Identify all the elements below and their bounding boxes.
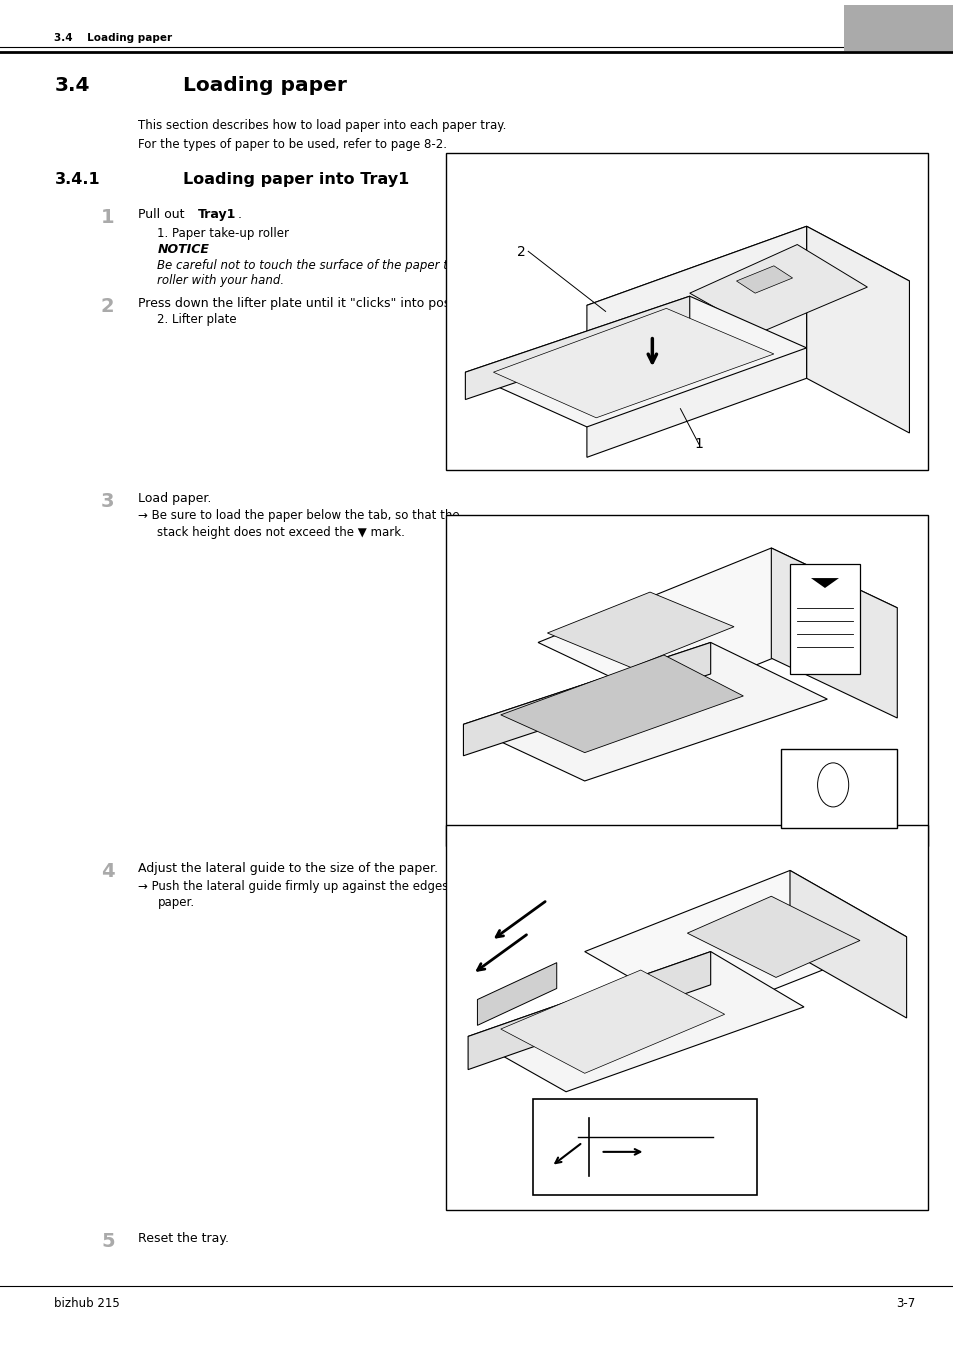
Text: → Push the lateral guide firmly up against the edges of the: → Push the lateral guide firmly up again…: [138, 880, 486, 893]
Polygon shape: [810, 578, 838, 588]
Text: 1: 1: [694, 438, 702, 451]
Text: 3: 3: [101, 492, 114, 511]
Text: 2. Lifter plate: 2. Lifter plate: [157, 313, 236, 327]
Polygon shape: [586, 227, 806, 457]
Bar: [446, 153, 927, 470]
Polygon shape: [500, 655, 742, 753]
Polygon shape: [463, 643, 710, 755]
Bar: [780, 750, 897, 828]
Bar: [843, 4, 953, 50]
Text: 3.4    Loading paper: 3.4 Loading paper: [54, 32, 172, 42]
Text: 3-7: 3-7: [896, 1297, 915, 1310]
Polygon shape: [476, 963, 557, 1025]
Text: 1: 1: [101, 208, 114, 227]
Text: 3.4: 3.4: [54, 76, 90, 95]
Text: 2: 2: [517, 245, 525, 258]
Polygon shape: [465, 296, 806, 427]
Text: Tray1: Tray1: [197, 208, 235, 222]
Polygon shape: [547, 592, 733, 667]
Text: Reset the tray.: Reset the tray.: [138, 1232, 229, 1246]
Text: Load paper.: Load paper.: [138, 492, 212, 505]
Polygon shape: [586, 227, 908, 357]
Text: roller with your hand.: roller with your hand.: [157, 274, 284, 288]
Polygon shape: [736, 266, 792, 293]
Text: Pull out: Pull out: [138, 208, 189, 222]
Text: 5: 5: [101, 1232, 114, 1251]
Polygon shape: [493, 308, 773, 417]
Polygon shape: [789, 870, 905, 1019]
Bar: [533, 1100, 757, 1196]
Text: bizhub 215: bizhub 215: [54, 1297, 120, 1310]
Text: stack height does not exceed the ▼ mark.: stack height does not exceed the ▼ mark.: [157, 526, 405, 539]
Text: 3.4.1: 3.4.1: [54, 172, 100, 186]
Polygon shape: [465, 296, 689, 400]
Text: Press down the lifter plate until it "clicks" into position.: Press down the lifter plate until it "cl…: [138, 297, 481, 311]
Text: 4: 4: [101, 862, 114, 881]
Bar: [446, 825, 927, 1210]
Polygon shape: [806, 227, 908, 432]
Text: NOTICE: NOTICE: [157, 243, 209, 257]
Polygon shape: [689, 245, 866, 332]
Text: 1. Paper take-up roller: 1. Paper take-up roller: [157, 227, 289, 240]
Text: 2: 2: [101, 297, 114, 316]
Text: 3: 3: [892, 16, 903, 34]
Text: Loading paper: Loading paper: [183, 76, 347, 95]
Polygon shape: [771, 549, 897, 717]
Text: Loading paper into Tray1: Loading paper into Tray1: [183, 172, 409, 186]
Text: This section describes how to load paper into each paper tray.: This section describes how to load paper…: [138, 119, 506, 132]
Polygon shape: [463, 643, 826, 781]
Text: Adjust the lateral guide to the size of the paper.: Adjust the lateral guide to the size of …: [138, 862, 437, 875]
Polygon shape: [584, 870, 905, 1019]
Text: .: .: [237, 208, 241, 222]
Bar: [789, 563, 859, 674]
Polygon shape: [500, 970, 724, 1073]
Text: → Be sure to load the paper below the tab, so that the: → Be sure to load the paper below the ta…: [138, 509, 459, 523]
Text: For the types of paper to be used, refer to page 8-2.: For the types of paper to be used, refer…: [138, 138, 447, 151]
Polygon shape: [468, 951, 710, 1070]
Polygon shape: [686, 896, 859, 977]
Polygon shape: [537, 549, 897, 703]
Text: paper.: paper.: [157, 896, 194, 909]
Bar: [446, 515, 927, 846]
Text: Be careful not to touch the surface of the paper take-up: Be careful not to touch the surface of t…: [157, 259, 488, 273]
Polygon shape: [468, 951, 803, 1092]
